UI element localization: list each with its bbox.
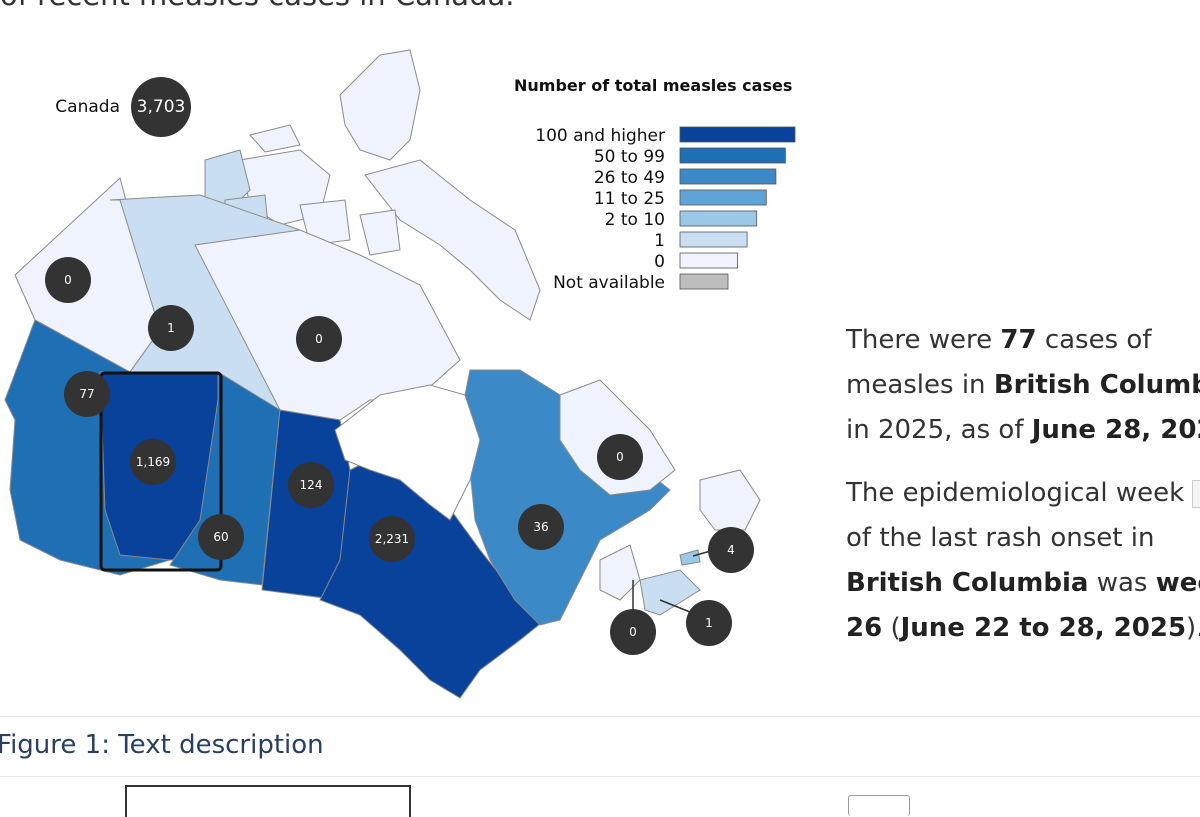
canada-total-count: 3,703 (137, 97, 186, 117)
bubble-prince-edward-island[interactable] (708, 527, 754, 573)
bubble-count-saskatchewan: 60 (213, 530, 228, 544)
bubble-count-prince-edward-island: 4 (727, 543, 735, 557)
dropdown-box[interactable] (125, 785, 411, 817)
canada-total-label: Canada (55, 97, 120, 117)
divider (0, 716, 1200, 717)
bubble-count-ontario: 2,231 (375, 532, 409, 546)
arctic-island-baffin[interactable] (364, 159, 541, 321)
divider (0, 776, 1200, 777)
legend-label-0: 0 (654, 252, 665, 272)
legend-swatch-not-available (679, 273, 729, 290)
bubble-count-quebec: 36 (533, 520, 548, 534)
legend-label-2-to-10: 2 to 10 (605, 210, 665, 230)
bubble-count-manitoba: 124 (300, 478, 323, 492)
region-nova-scotia[interactable] (639, 569, 701, 616)
figure-text-description-toggle[interactable]: Figure 1: Text description (0, 730, 324, 760)
legend-swatch-11-to-25 (679, 189, 767, 206)
legend-label-11-to-25: 11 to 25 (594, 189, 665, 209)
bubble-nova-scotia[interactable] (686, 600, 732, 646)
intro-text: of recent measles cases in Canada. (0, 0, 514, 12)
legend-label-not-available: Not available (553, 273, 665, 293)
legend-swatch-100-and-higher (679, 126, 796, 143)
legend-label-1: 1 (654, 231, 665, 251)
bubble-northwest-territories[interactable] (148, 305, 194, 351)
bubble-count-newfoundland-and-labrador: 0 (616, 450, 624, 464)
bubble-british-columbia[interactable] (64, 371, 110, 417)
bubble-count-alberta: 1,169 (136, 455, 170, 469)
bubble-newfoundland-and-labrador[interactable] (597, 434, 643, 480)
province-summary: There were 77 cases of measles in Britis… (846, 318, 1200, 669)
bubble-new-brunswick[interactable] (610, 609, 656, 655)
summary-cases-paragraph: There were 77 cases of measles in Britis… (846, 325, 1200, 445)
info-icon[interactable] (1192, 479, 1200, 508)
region-new-brunswick[interactable] (599, 544, 641, 601)
bubble-quebec[interactable] (518, 504, 564, 550)
bubble-count-british-columbia: 77 (79, 387, 94, 401)
bubble-yukon[interactable] (45, 257, 91, 303)
canada-total-bubble[interactable] (131, 77, 191, 137)
bubble-count-new-brunswick: 0 (629, 625, 637, 639)
legend-title: Number of total measles cases (514, 76, 792, 95)
summary-week-paragraph: The epidemiological week of the last ras… (846, 471, 1200, 651)
selected-region-highlight (99, 371, 223, 572)
legend-swatch-26-to-49 (679, 168, 777, 185)
legend-swatch-0 (679, 252, 738, 269)
legend-label-26-to-49: 26 to 49 (594, 168, 665, 188)
legend-swatch-1 (679, 231, 748, 248)
bubble-count-yukon: 0 (64, 273, 72, 287)
arctic-island-devon[interactable] (249, 124, 301, 153)
arctic-island-ellesmere[interactable] (339, 49, 421, 161)
hudson-bay (334, 384, 481, 521)
bubble-count-northwest-territories: 1 (167, 321, 175, 335)
legend-swatch-2-to-10 (679, 210, 758, 227)
canada-measles-map: 0 1 0 77 1,169 60 124 2,231 36 0 4 1 0 Canada 3,703 … (0, 40, 830, 710)
legend-label-100-and-higher: 100 and higher (535, 126, 665, 146)
legend-swatch-50-to-99 (679, 147, 786, 164)
region-pei[interactable] (679, 549, 701, 566)
bubble-manitoba[interactable] (288, 462, 334, 508)
bubble-nunavut[interactable] (296, 316, 342, 362)
bubble-count-nunavut: 0 (315, 332, 323, 346)
region-newfoundland-island[interactable] (699, 469, 761, 531)
arctic-island-southampton[interactable] (359, 209, 401, 256)
arctic-island-somerset[interactable] (299, 199, 351, 246)
bubble-ontario[interactable] (369, 516, 415, 562)
bubble-saskatchewan[interactable] (198, 514, 244, 560)
case-count-bubbles: 0 1 0 77 1,169 60 124 2,231 36 0 4 1 0 (45, 257, 754, 655)
legend-label-50-to-99: 50 to 99 (594, 147, 665, 167)
bubble-count-nova-scotia: 1 (705, 616, 713, 630)
small-button[interactable] (848, 795, 910, 816)
bubble-alberta[interactable] (130, 439, 176, 485)
